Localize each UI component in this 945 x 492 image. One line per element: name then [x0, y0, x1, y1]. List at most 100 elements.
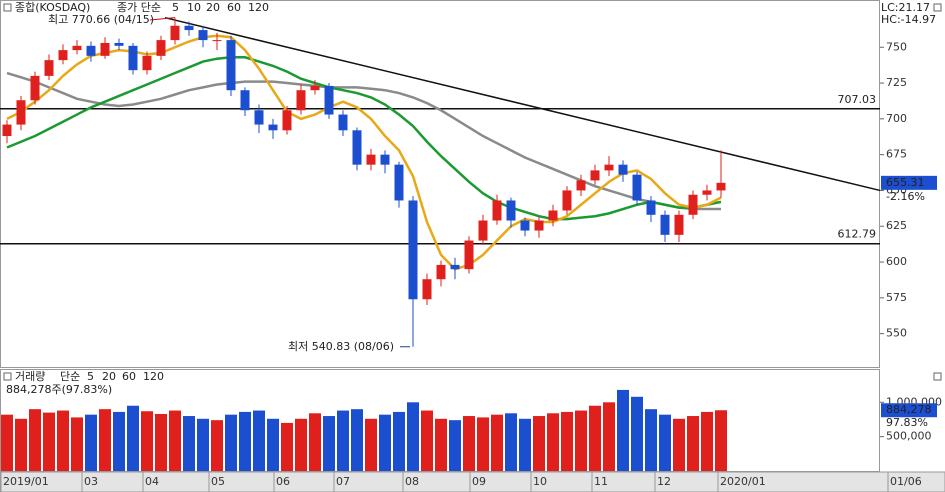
candle-body	[450, 264, 460, 270]
last-value: 655.31	[886, 176, 925, 189]
candle-body	[604, 164, 614, 171]
candle-body	[254, 110, 264, 125]
volume-bar	[701, 411, 713, 471]
legend-item: 120	[143, 370, 164, 383]
x-tick-label: 2020/01	[720, 475, 766, 488]
candle-body	[380, 154, 390, 165]
candle-body	[198, 30, 208, 41]
volume-bar	[393, 411, 405, 471]
volume-bar	[631, 396, 643, 471]
legend-item: 60	[122, 370, 136, 383]
x-tick-label: 11	[594, 475, 608, 488]
candle-body	[58, 50, 68, 61]
candle-body	[688, 194, 698, 215]
volume-bar	[267, 418, 279, 471]
x-tick-label: 10	[533, 475, 547, 488]
volume-bar	[673, 418, 685, 471]
volume-bar	[29, 409, 41, 471]
candle-body	[240, 90, 250, 111]
x-tick-label: 2019/01	[3, 475, 49, 488]
price-pane	[0, 0, 880, 368]
x-tick-label: 05	[211, 475, 225, 488]
volume-bar	[309, 413, 321, 471]
volume-bar	[127, 405, 139, 471]
volume-bar	[351, 409, 363, 471]
title: 종합(KOSDAQ)	[15, 1, 90, 14]
level-label: 707.03	[838, 93, 877, 106]
candle-body	[632, 174, 642, 201]
volume-bar	[715, 410, 727, 471]
legend-item: 60	[227, 1, 241, 14]
low-note: 최저 540.83 (08/06)	[288, 340, 394, 353]
volume-bar	[659, 414, 671, 471]
x-tick-label: 09	[472, 475, 486, 488]
volume-badge	[881, 403, 937, 418]
volume-bar	[589, 405, 601, 471]
candle-body	[436, 264, 446, 280]
volume-bar	[71, 417, 83, 471]
candle-body	[30, 75, 40, 101]
candle-body	[226, 40, 236, 91]
volume-bar	[603, 402, 615, 471]
candle-body	[2, 124, 12, 137]
candle-body	[506, 200, 516, 221]
ma-line	[6, 34, 722, 271]
hc-label: HC:-14.97	[881, 13, 936, 26]
change-label: -2.16%	[886, 190, 925, 203]
pane-icon[interactable]	[3, 3, 12, 12]
volume-bar	[15, 418, 27, 471]
candle-body	[716, 182, 726, 191]
volume-bar	[575, 410, 587, 471]
candle-body	[702, 190, 712, 195]
candle-body	[492, 200, 502, 221]
candle-body	[478, 220, 488, 241]
candle-body	[464, 240, 474, 270]
volume-bar	[1, 414, 13, 471]
volume-bar	[449, 420, 461, 471]
volume-legend-title: 단순	[60, 370, 80, 383]
volume-bar	[183, 416, 195, 471]
high-note: 최고 770.66 (04/15)	[48, 13, 154, 26]
y-tick-label: 575	[886, 291, 907, 304]
volume-bar	[253, 410, 265, 471]
volume-bar	[225, 414, 237, 471]
volume-bar	[57, 410, 69, 471]
pane-icon[interactable]	[3, 372, 12, 381]
candle-body	[142, 55, 152, 71]
volume-bar	[491, 414, 503, 471]
trendline	[164, 16, 881, 192]
candle-body	[520, 220, 530, 231]
volume-bar	[435, 418, 447, 471]
y-tick-label: 700	[886, 112, 907, 125]
lc-label: LC:21.17	[881, 1, 930, 14]
candle-body	[268, 124, 278, 131]
candle-body	[86, 45, 96, 56]
volume-bar	[99, 409, 111, 471]
volume-bar	[519, 418, 531, 471]
candle-body	[646, 200, 656, 215]
candle-body	[324, 85, 334, 115]
volume-bar	[323, 416, 335, 471]
legend-item: 20	[102, 370, 116, 383]
y-tick-label: 675	[886, 148, 907, 161]
y-tick-label: 600	[886, 255, 907, 268]
candle-body	[394, 164, 404, 201]
pane-icon[interactable]	[933, 3, 942, 12]
candle-body	[16, 100, 26, 125]
x-tick-label: 06	[276, 475, 290, 488]
volume-bar	[379, 414, 391, 471]
volume-bar	[463, 416, 475, 471]
legend-item: 120	[248, 1, 269, 14]
candle-body	[534, 220, 544, 231]
candle-body	[366, 154, 376, 165]
pane-icon[interactable]	[933, 372, 942, 381]
volume-last: 884,278	[886, 403, 932, 416]
candle-body	[128, 45, 138, 71]
volume-bar	[211, 420, 223, 471]
candle-body	[212, 40, 222, 42]
volume-title: 거래량	[15, 370, 45, 383]
volume-ratio: 97.83%	[886, 416, 928, 429]
candle-body	[352, 130, 362, 165]
legend-item: 5	[87, 370, 94, 383]
candle-body	[576, 180, 586, 191]
